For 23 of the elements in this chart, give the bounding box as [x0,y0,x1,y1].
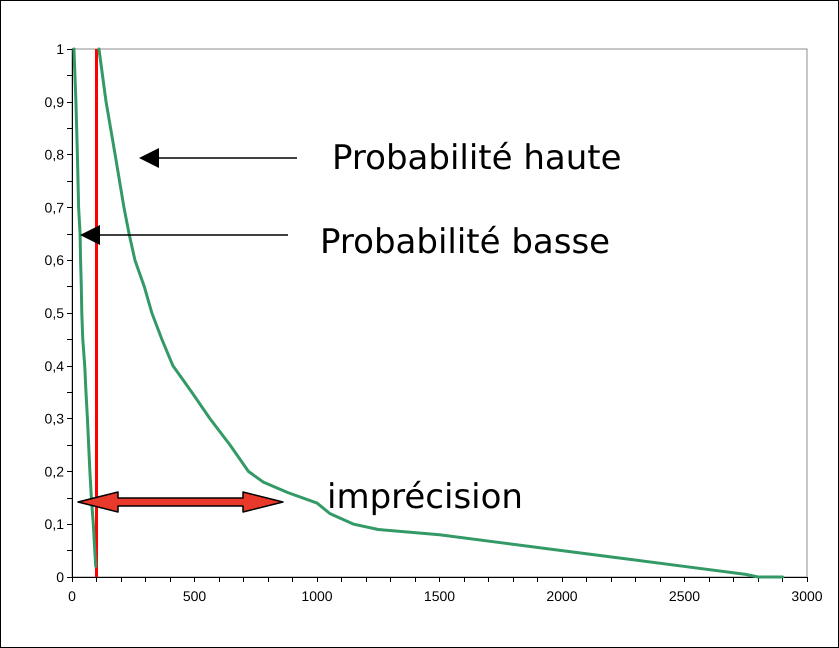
x-tick-label: 500 [182,588,206,604]
annotation: Probabilité haute [332,138,622,178]
y-tick-label: 0,3 [44,410,64,427]
annotation: Probabilité basse [320,222,610,262]
y-tick-label: 0,4 [44,358,64,374]
line-series [72,48,98,568]
y-tick-label: 1 [56,41,64,57]
y-tick-label: 0,2 [44,463,64,480]
y-tick-label: 0,7 [44,199,64,216]
x-tick-label: 2000 [546,588,578,604]
y-tick-label: 0,9 [44,94,64,110]
y-tick-label: 0,6 [44,252,64,268]
y-tick-label: 0,1 [44,516,64,532]
x-tick-label: 3000 [791,588,823,604]
x-tick-label: 2500 [668,588,700,604]
y-tick-label: 0 [56,569,64,585]
y-tick-label: 0,8 [44,146,64,163]
x-tick-label: 0 [68,588,76,604]
y-tick-label: 0,5 [44,305,64,321]
annotation: imprécision [327,477,523,517]
x-tick-label: 1000 [301,588,333,604]
x-tick-label: 1500 [424,588,456,604]
line-series [97,48,784,578]
